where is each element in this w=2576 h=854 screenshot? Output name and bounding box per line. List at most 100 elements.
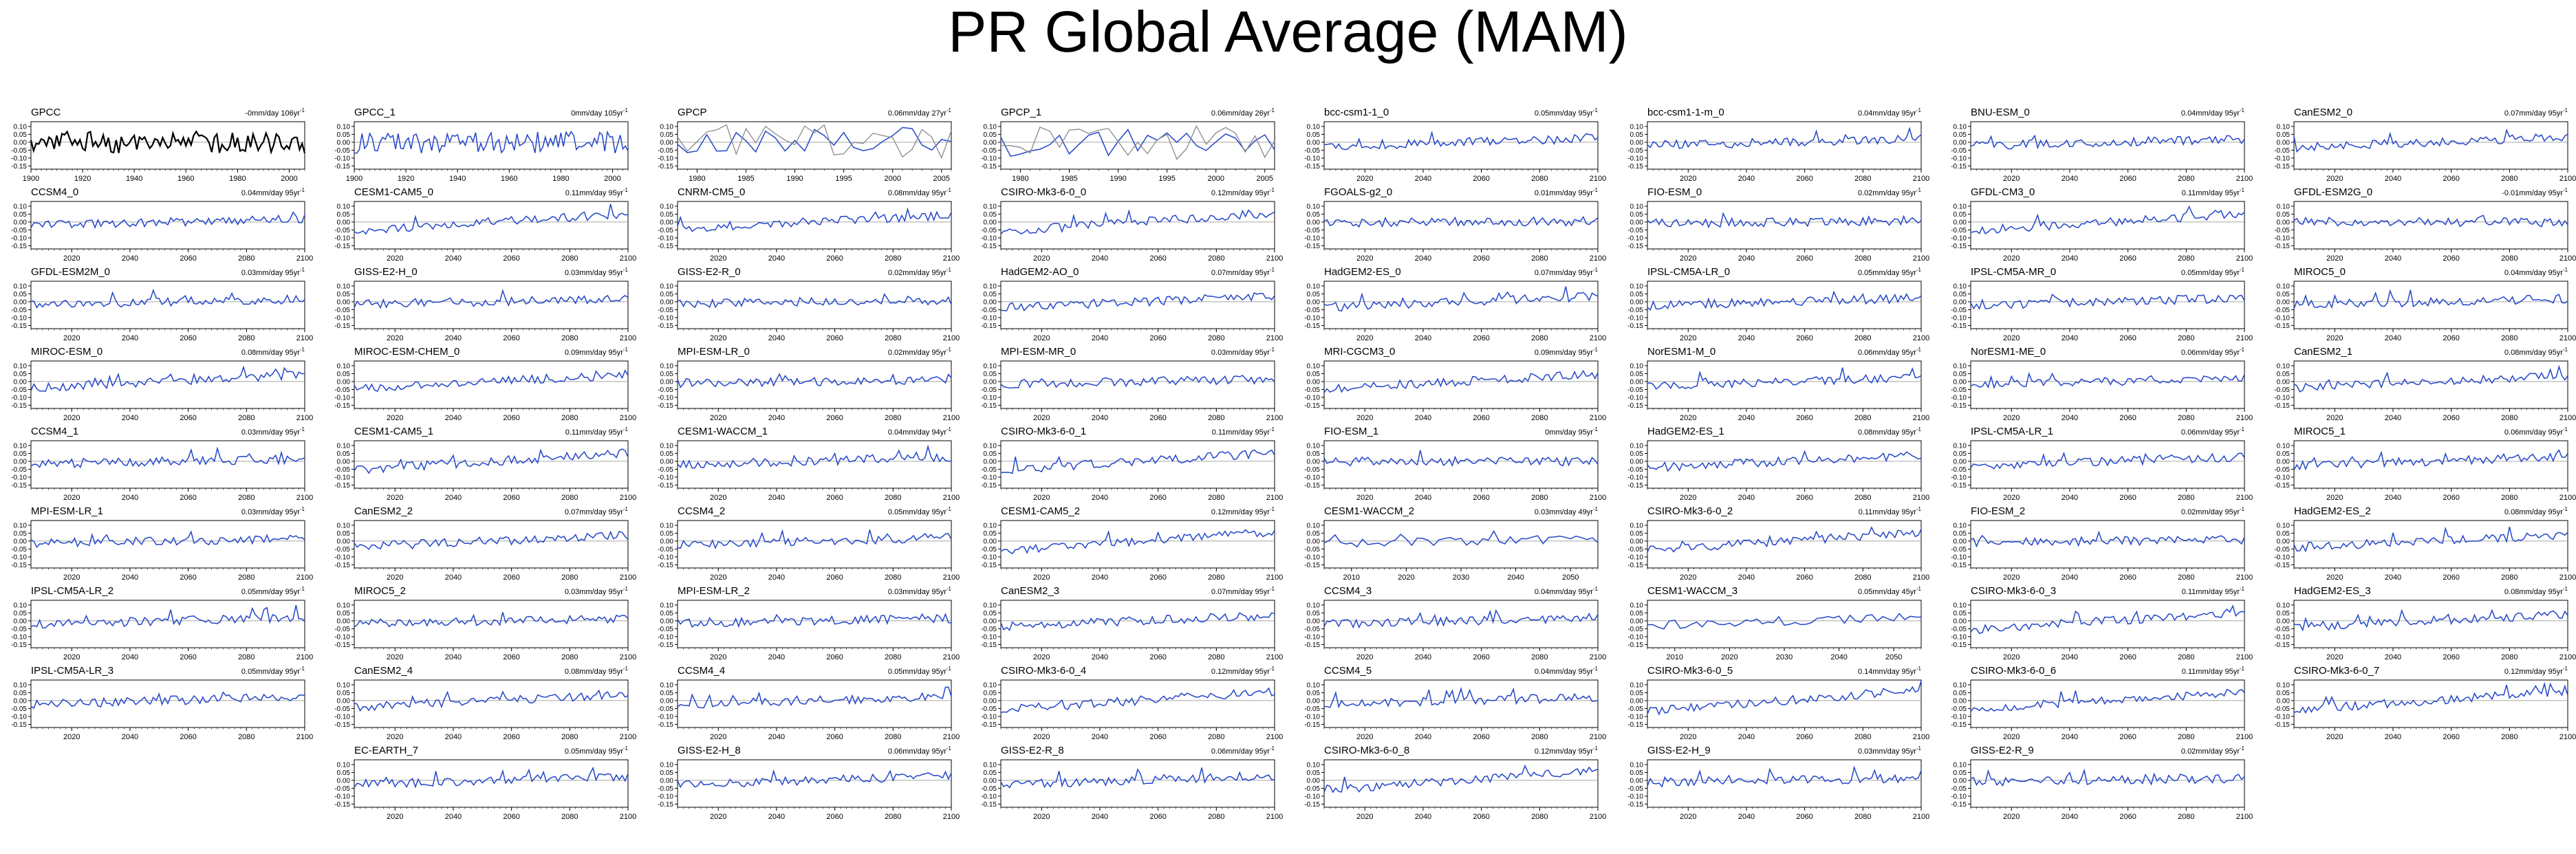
y-tick-label: -0.15 (334, 322, 350, 330)
y-tick-label: 0.00 (2277, 697, 2291, 705)
y-tick-label: 0.10 (337, 761, 351, 769)
trend-label: 0.03mm/day 95yr-1 (565, 267, 629, 277)
panel-bcc-csm1-1_0: bcc-csm1-1_0 0.05mm/day 95yr-1 0.100.050.0… (1304, 107, 1606, 183)
y-tick-label: 0.05 (660, 291, 674, 298)
y-tick-label: 0.10 (1953, 681, 1967, 689)
series-line (677, 529, 952, 549)
trend-label: 0.04mm/day 95yr-1 (1535, 666, 1599, 676)
x-tick-label: 2060 (2119, 334, 2136, 342)
x-tick-label: 2040 (445, 733, 462, 741)
y-tick-label: -0.10 (11, 713, 27, 721)
y-tick-label: -0.05 (1304, 705, 1320, 713)
x-tick-label: 2040 (768, 334, 785, 342)
series-line (2293, 449, 2568, 471)
x-tick-label: 2100 (943, 733, 960, 741)
x-tick-label: 2020 (1680, 254, 1696, 263)
series-line (1647, 680, 1922, 716)
y-tick-label: 0.05 (2277, 371, 2291, 378)
series-line (2293, 289, 2568, 309)
x-tick-label: 2100 (620, 813, 636, 821)
series-line (1647, 212, 1922, 229)
panel-label: NorESM1-M_0 (1647, 346, 1715, 358)
y-tick-label: 0.00 (2277, 298, 2291, 306)
plot-frame (1647, 679, 1922, 728)
x-tick-label: 2020 (2003, 254, 2020, 263)
y-tick-label: -0.10 (981, 155, 997, 162)
panel-GPCC: GPCC -0mm/day 106yr-10.100.050.00-0.05-0.… (11, 107, 306, 183)
plot-frame (677, 600, 952, 648)
y-tick-label: -0.10 (1951, 314, 1967, 322)
trend-label: 0mm/day 105yr-1 (571, 107, 628, 118)
y-tick-label: 0.05 (1630, 371, 1644, 378)
x-tick-label: 2080 (1531, 733, 1548, 741)
y-tick-label: -0.15 (334, 482, 350, 490)
x-tick-label: 2040 (445, 653, 462, 661)
x-tick-label: 2000 (1207, 175, 1224, 183)
x-tick-label: 2040 (1507, 573, 1524, 582)
x-tick-label: 2020 (1356, 175, 1373, 183)
y-tick-label: -0.15 (658, 243, 673, 250)
x-tick-label: 2040 (2061, 573, 2078, 582)
plot-frame (1647, 360, 1922, 409)
x-tick-label: 2040 (122, 334, 138, 342)
plot-frame (354, 440, 629, 489)
y-tick-label: 0.10 (14, 681, 28, 689)
x-tick-label: 2030 (1776, 653, 1793, 661)
x-tick-label: 2080 (1208, 573, 1224, 582)
plot-frame (354, 201, 629, 250)
panel-CESM1-CAM5_2: CESM1-CAM5_2 0.12mm/day 95yr-1 0.100.050.0… (981, 505, 1283, 582)
panel-label: CCSM4_4 (678, 665, 725, 677)
y-tick-label: -0.05 (1627, 546, 1643, 554)
x-tick-label: 2040 (1738, 254, 1755, 263)
x-tick-label: 2100 (1590, 254, 1606, 263)
y-tick-label: -0.15 (334, 642, 350, 649)
x-tick-label: 2040 (2385, 175, 2401, 183)
y-tick-label: 0.05 (984, 450, 997, 458)
x-tick-label: 2080 (2501, 733, 2518, 741)
x-tick-label: 2060 (2119, 573, 2136, 582)
x-tick-label: 2020 (2326, 573, 2343, 582)
y-tick-label: 0.10 (2277, 681, 2291, 689)
y-tick-label: -0.10 (334, 394, 350, 402)
plot-frame (30, 201, 305, 250)
panel-GFDL-ESM2G_0: GFDL-ESM2G_0 -0.01mm/day 95yr-1 0.100.050.… (2274, 186, 2576, 263)
series-line (354, 766, 629, 789)
panel-label: CCSM4_2 (678, 505, 725, 517)
x-tick-label: 2060 (503, 334, 519, 342)
x-tick-label: 2100 (296, 653, 313, 661)
y-tick-label: -0.15 (981, 642, 997, 649)
x-tick-label: 2100 (1913, 573, 1929, 582)
x-tick-label: 2100 (620, 653, 636, 661)
y-tick-label: 0.10 (984, 283, 997, 290)
x-tick-label: 2080 (238, 494, 255, 502)
panel-GPCC_1: GPCC_1 0mm/day 105yr-10.100.050.00-0.05-0… (334, 107, 629, 183)
x-tick-label: 2040 (2061, 175, 2078, 183)
x-tick-label: 2020 (710, 414, 726, 422)
x-tick-label: 2040 (2385, 254, 2401, 263)
x-tick-label: 2100 (1266, 653, 1283, 661)
x-tick-label: 2100 (2236, 653, 2253, 661)
plot-frame (1647, 600, 1922, 648)
y-tick-label: 0.05 (660, 211, 674, 219)
y-tick-label: 0.05 (1953, 371, 1967, 378)
x-tick-label: 2040 (2061, 414, 2078, 422)
x-tick-label: 2020 (387, 414, 403, 422)
x-tick-label: 2080 (2178, 334, 2194, 342)
y-tick-label: -0.05 (2274, 147, 2290, 155)
plot-frame (354, 600, 629, 648)
trend-label: 0.05mm/day 95yr-1 (1535, 107, 1599, 118)
y-tick-label: -0.05 (11, 626, 27, 633)
x-tick-label: 2040 (1738, 573, 1755, 582)
y-tick-label: 0.05 (1953, 530, 1967, 538)
x-tick-label: 2060 (826, 653, 843, 661)
x-tick-label: 2020 (2326, 254, 2343, 263)
y-tick-label: 0.00 (1953, 378, 1967, 386)
panel-label: FGOALS-g2_0 (1324, 186, 1392, 198)
x-tick-label: 2080 (2178, 175, 2194, 183)
x-tick-label: 2040 (2061, 653, 2078, 661)
panel-label: CanESM2_4 (354, 665, 413, 677)
panel-CCSM4_0: CCSM4_0 0.04mm/day 95yr-1 0.100.050.00-0.0… (11, 186, 313, 263)
series-line (1647, 367, 1922, 390)
panel-label: NorESM1-ME_0 (1971, 346, 2046, 358)
y-tick-label: -0.15 (658, 642, 673, 649)
